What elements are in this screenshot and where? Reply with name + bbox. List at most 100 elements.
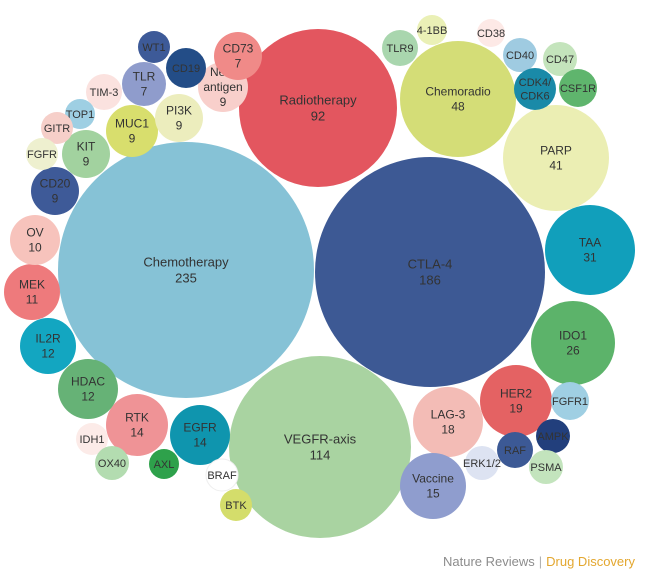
bubble-value-mek: 11: [26, 293, 39, 307]
bubble-mek: [4, 264, 60, 320]
bubble-chemotherapy: [58, 142, 314, 398]
bubble-erk1-2: [465, 446, 499, 480]
bubble-value-muc1: 9: [129, 132, 136, 146]
bubble-label-cd73: CD73: [223, 42, 254, 56]
bubble-label-tlr: TLR: [133, 70, 156, 84]
bubble-label-4-1bb: 4-1BB: [417, 25, 448, 37]
bubble-label-ctla-4: CTLA-4: [408, 256, 453, 271]
bubble-label-tlr9: TLR9: [387, 43, 414, 55]
bubble-raf: [497, 432, 533, 468]
bubble-value-her2: 19: [509, 402, 523, 416]
bubble-il2r: [20, 318, 76, 374]
bubble-label-fgfr: FGFR: [27, 149, 57, 161]
bubble-label-hdac: HDAC: [71, 375, 105, 389]
bubble-egfr: [170, 405, 230, 465]
bubble-label-il2r: IL2R: [35, 332, 61, 346]
bubble-cd40: [503, 38, 537, 72]
bubble-ov: [10, 215, 60, 265]
bubble-pi3k: [155, 94, 203, 142]
bubble-label-egfr: EGFR: [183, 421, 217, 435]
bubble-label-cdk4-cdk6: CDK4/CDK6: [519, 77, 552, 103]
bubble-label-gitr: GITR: [44, 123, 70, 135]
bubble-value-vaccine: 15: [426, 487, 440, 501]
bubble-cd47: [543, 42, 577, 76]
bubble-label-ampk: AMPK: [537, 431, 569, 443]
bubble-ido1: [531, 301, 615, 385]
bubble-fgfr1: [551, 382, 589, 420]
bubble-label-her2: HER2: [500, 387, 532, 401]
bubble-value-pi3k: 9: [176, 119, 183, 133]
bubble-braf: [205, 458, 239, 492]
bubble-ampk: [536, 419, 570, 453]
bubble-axl: [149, 449, 179, 479]
credit-line: Nature Reviews | Drug Discovery: [443, 554, 635, 569]
bubble-cd19: [166, 48, 206, 88]
bubble-hdac: [58, 359, 118, 419]
bubble-label-ido1: IDO1: [559, 329, 587, 343]
bubble-value-lag-3: 18: [441, 423, 455, 437]
credit-journal: Drug Discovery: [546, 554, 635, 569]
bubble-value-rtk: 14: [130, 426, 144, 440]
bubble-label-chemoradio: Chemoradio: [425, 85, 491, 99]
bubble-label-cd40: CD40: [506, 50, 534, 62]
bubble-label-pi3k: PI3K: [166, 104, 192, 118]
bubble-value-il2r: 12: [41, 347, 55, 361]
bubble-value-radiotherapy: 92: [311, 109, 325, 124]
bubble-label-fgfr1: FGFR1: [552, 396, 588, 408]
credit-publisher: Nature Reviews: [442, 554, 535, 569]
bubble-value-ov: 10: [28, 241, 42, 255]
bubble-cd73: [214, 32, 262, 80]
bubble-label-psma: PSMA: [530, 462, 562, 474]
bubble-her2: [480, 365, 552, 437]
bubble-parp: [503, 105, 609, 211]
bubble-ctla-4: [315, 157, 545, 387]
bubble-label-cd47: CD47: [546, 54, 574, 66]
bubble-label-lag-3: LAG-3: [431, 408, 466, 422]
bubble-label-cd19: CD19: [172, 63, 200, 75]
bubble-wt1: [138, 31, 170, 63]
bubble-label-parp: PARP: [540, 144, 572, 158]
bubble-value-vegfr-axis: 114: [310, 448, 331, 463]
bubble-taa: [545, 205, 635, 295]
bubble-value-ido1: 26: [566, 344, 580, 358]
bubble-label-muc1: MUC1: [115, 117, 149, 131]
bubble-label-axl: AXL: [154, 459, 175, 471]
bubble-btk: [220, 489, 252, 521]
bubble-value-cd73: 7: [235, 57, 242, 71]
bubble-label-csf1r: CSF1R: [560, 83, 596, 95]
bubble-idh1: [76, 423, 108, 455]
bubble-vaccine: [400, 453, 466, 519]
bubble-label-top1: TOP1: [66, 109, 95, 121]
bubble-gitr: [41, 112, 73, 144]
bubble-label-kit: KIT: [77, 140, 96, 154]
bubble-label-cd38: CD38: [477, 28, 505, 40]
credit-separator: |: [538, 554, 543, 569]
bubble-rtk: [106, 394, 168, 456]
bubble-label-cd20: CD20: [40, 177, 71, 191]
bubble-label-mek: MEK: [19, 278, 45, 292]
bubble-value-parp: 41: [549, 159, 563, 173]
bubble-value-kit: 9: [83, 155, 90, 169]
bubble-vegfr-axis: [229, 356, 411, 538]
bubble-chemoradio: [400, 41, 516, 157]
bubble-value-cd20: 9: [52, 192, 59, 206]
bubble-cd20: [31, 167, 79, 215]
bubble-fgfr: [26, 138, 58, 170]
bubble-label-erk1-2: ERK1/2: [463, 458, 501, 470]
bubble-value-tlr: 7: [141, 85, 148, 99]
bubble-label-vaccine: Vaccine: [412, 472, 454, 486]
bubble-value-egfr: 14: [193, 436, 207, 450]
bubble-value-hdac: 12: [81, 390, 95, 404]
bubble-label-wt1: WT1: [142, 42, 165, 54]
bubble-radiotherapy: [239, 29, 397, 187]
bubble-value-neo-antigen: 9: [220, 95, 227, 109]
bubble-ox40: [95, 446, 129, 480]
bubble-cd38: [477, 19, 505, 47]
bubble-psma: [529, 450, 563, 484]
bubble-muc1: [106, 105, 158, 157]
bubble-label-braf: BRAF: [207, 470, 237, 482]
bubble-label-ov: OV: [26, 226, 43, 240]
bubble-label-radiotherapy: Radiotherapy: [279, 92, 357, 107]
